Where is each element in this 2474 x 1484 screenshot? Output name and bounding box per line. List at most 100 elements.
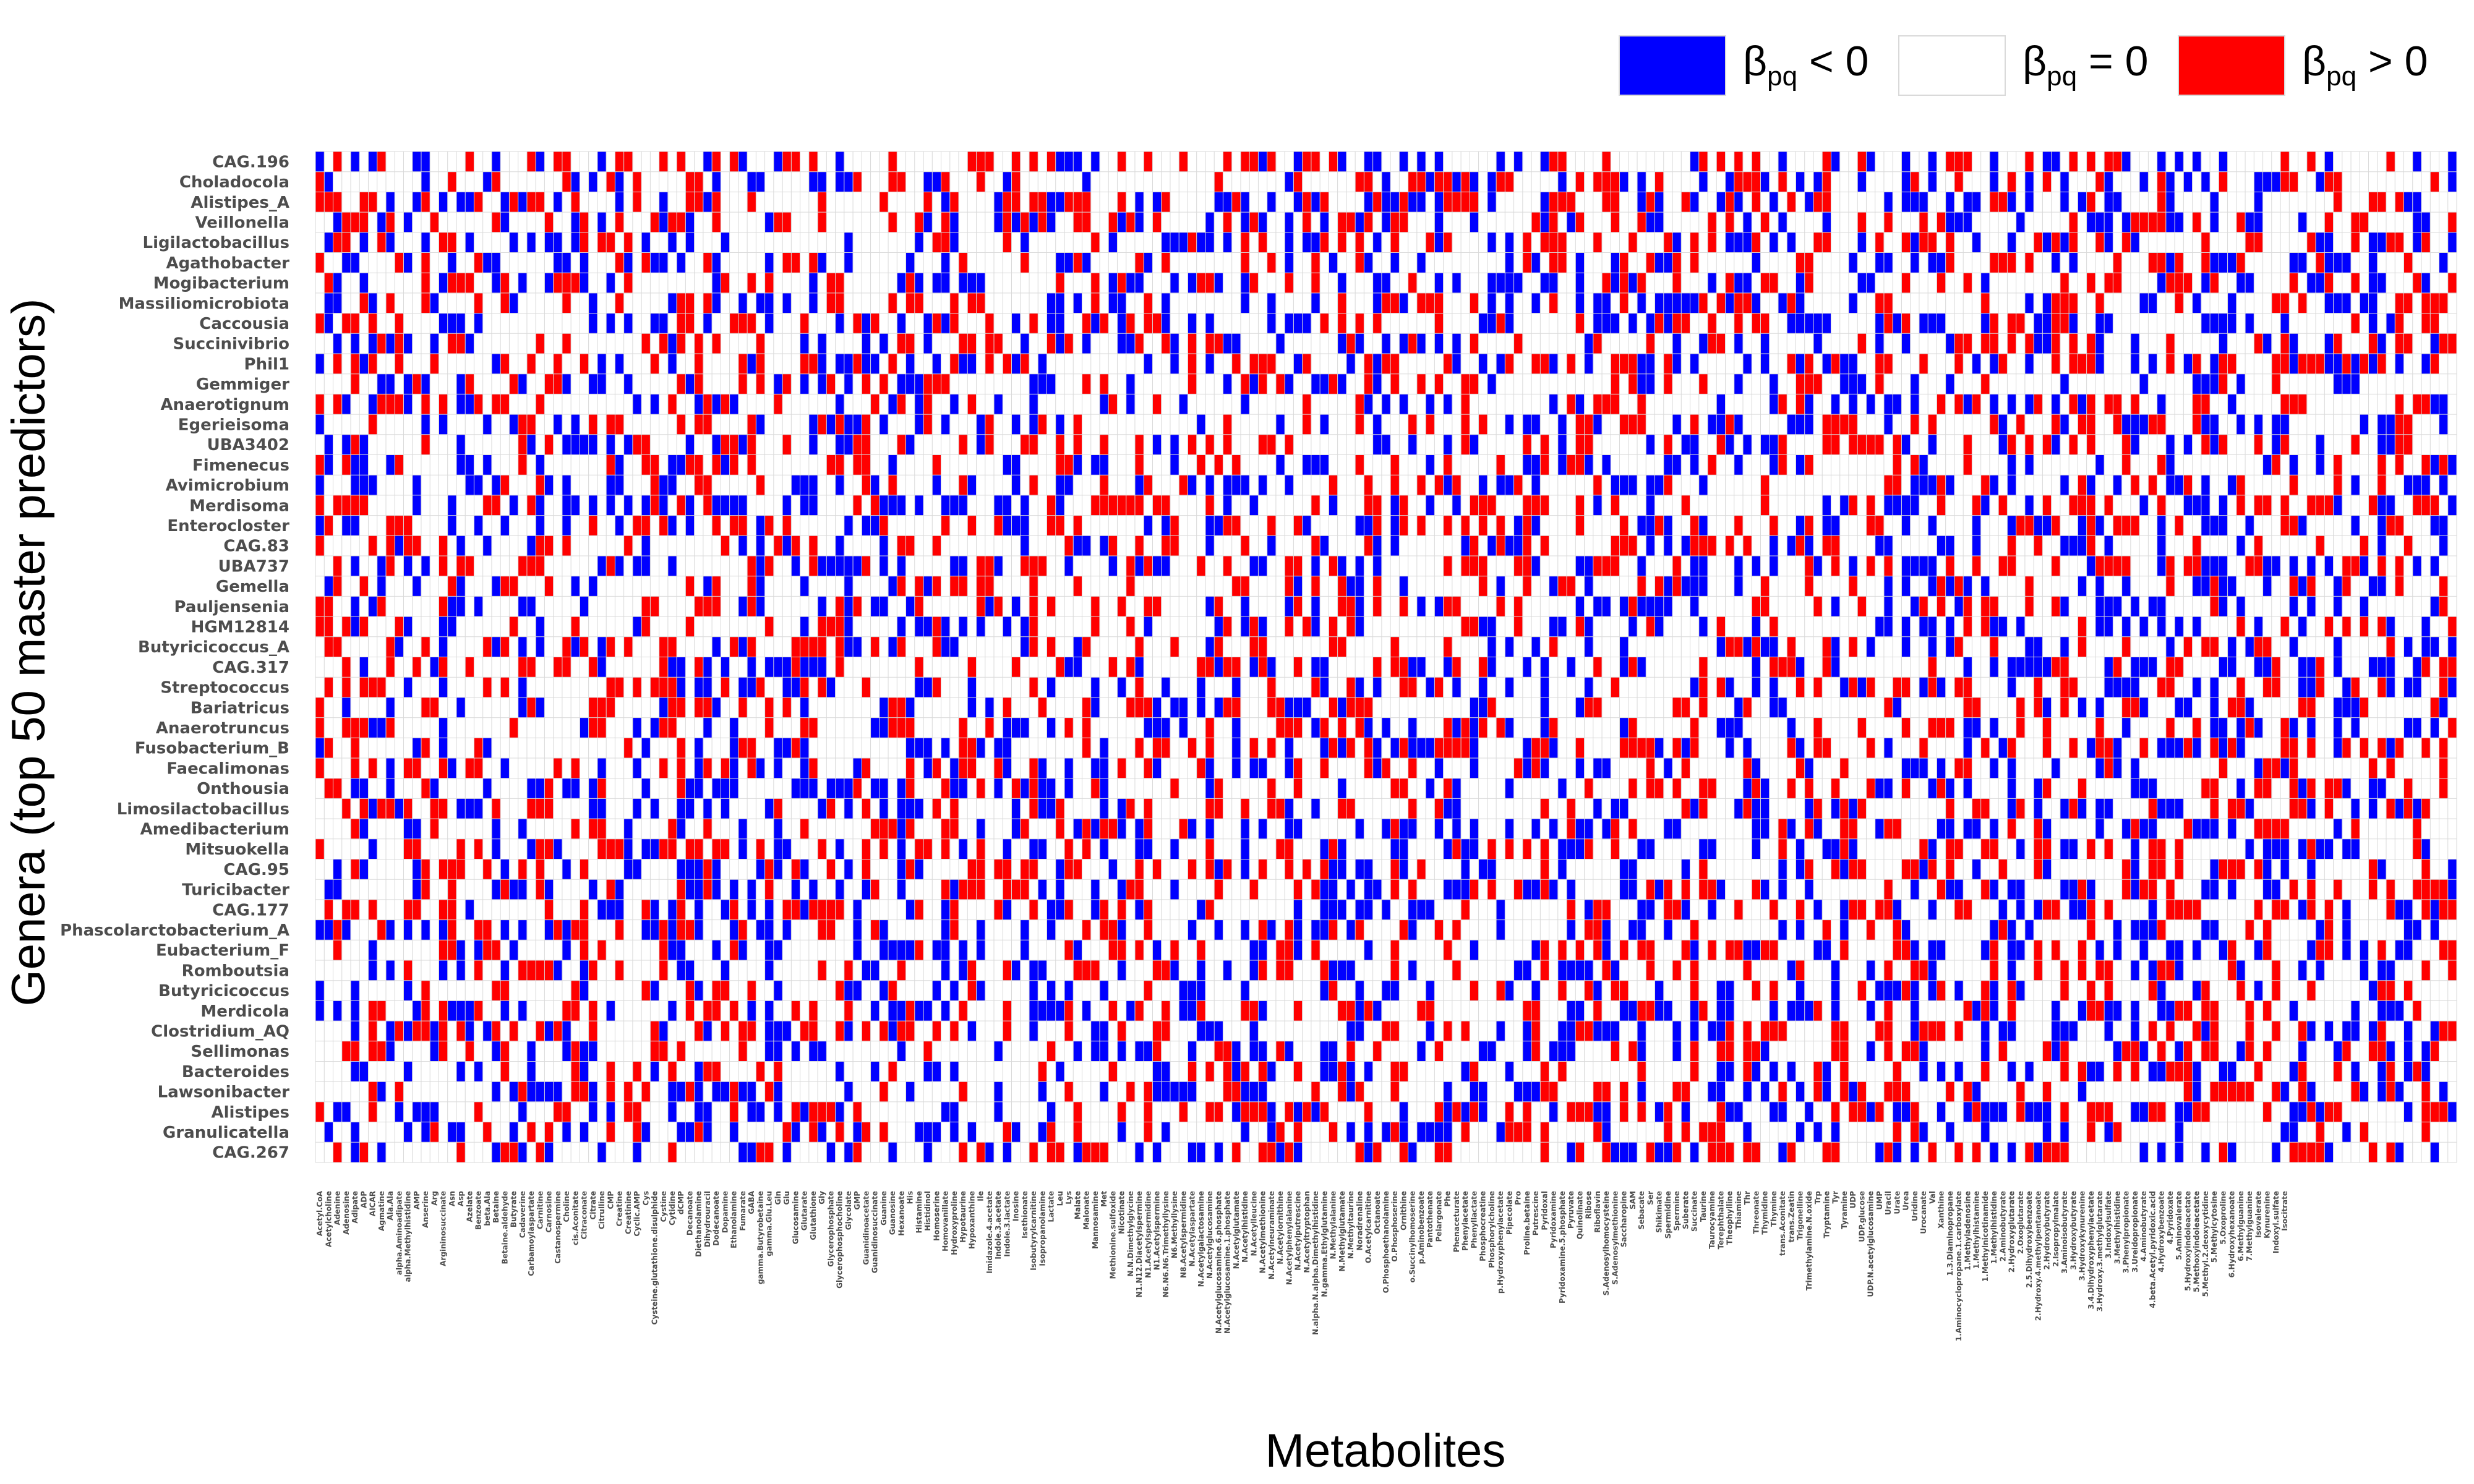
heatmap-cell xyxy=(1796,535,1805,556)
heatmap-cell xyxy=(2439,1081,2449,1102)
heatmap-cell xyxy=(2165,273,2175,294)
heatmap-cell xyxy=(1937,495,1946,516)
heatmap-cell xyxy=(1540,838,1549,859)
heatmap-cell xyxy=(2421,1101,2431,1122)
heatmap-cell xyxy=(2007,313,2016,334)
heatmap-cell xyxy=(403,677,413,698)
heatmap-cell xyxy=(1963,657,1972,678)
heatmap-cell xyxy=(2024,919,2034,940)
heatmap-cell xyxy=(967,333,977,354)
heatmap-cell xyxy=(1619,414,1629,435)
heatmap-cell xyxy=(853,596,862,617)
heatmap-cell xyxy=(1611,252,1620,273)
heatmap-cell xyxy=(1293,192,1303,213)
heatmap-cell xyxy=(782,738,792,759)
heatmap-cell xyxy=(1998,899,2008,920)
heatmap-cell xyxy=(350,819,360,840)
heatmap-cell xyxy=(2165,434,2175,455)
heatmap-cell xyxy=(1796,738,1805,759)
heatmap-cell xyxy=(2254,212,2263,233)
heatmap-cell xyxy=(1919,192,1928,213)
heatmap-cell xyxy=(1470,717,1479,738)
heatmap-cell xyxy=(1989,940,1999,961)
heatmap-cell xyxy=(1126,657,1136,678)
heatmap-cell xyxy=(2219,354,2228,374)
heatmap-cell xyxy=(1170,636,1179,657)
heatmap-cell xyxy=(808,354,818,374)
heatmap-cell xyxy=(2403,778,2413,799)
heatmap-cell xyxy=(712,879,721,900)
heatmap-cell xyxy=(1690,980,1700,1001)
heatmap-cell xyxy=(1663,879,1673,900)
heatmap-cell xyxy=(509,232,518,253)
heatmap-cell xyxy=(870,919,880,940)
heatmap-cell xyxy=(959,1142,968,1163)
heatmap-cell xyxy=(1011,1122,1021,1143)
heatmap-cell xyxy=(1540,212,1549,233)
heatmap-cell xyxy=(2219,495,2228,516)
heatmap-cell xyxy=(500,919,510,940)
heatmap-cell xyxy=(826,1142,836,1163)
heatmap-cell xyxy=(1866,636,1876,657)
heatmap-cell xyxy=(1928,475,1937,496)
heatmap-cell xyxy=(1901,192,1911,213)
heatmap-cell xyxy=(738,919,748,940)
heatmap-cell xyxy=(2210,192,2219,213)
heatmap-cell xyxy=(2121,515,2131,536)
heatmap-cell xyxy=(2175,738,2184,759)
heatmap-cell xyxy=(1275,960,1285,981)
heatmap-cell xyxy=(1258,434,1267,455)
heatmap-cell xyxy=(1549,717,1559,738)
heatmap-cell xyxy=(1954,838,1964,859)
heatmap-cell xyxy=(2069,838,2078,859)
heatmap-cell xyxy=(747,596,756,617)
heatmap-cell xyxy=(2042,151,2052,172)
heatmap-cell xyxy=(808,636,818,657)
heatmap-cell xyxy=(932,576,941,597)
heatmap-cell xyxy=(923,838,933,859)
heatmap-cell xyxy=(1980,1000,1990,1021)
heatmap-cell xyxy=(2403,980,2413,1001)
heatmap-cell xyxy=(385,394,395,415)
heatmap-cell xyxy=(2042,515,2052,536)
heatmap-cell xyxy=(2254,980,2263,1001)
heatmap-cell xyxy=(1822,1081,1831,1102)
heatmap-cell xyxy=(1549,273,1559,294)
heatmap-cell xyxy=(1258,819,1267,840)
heatmap-cell xyxy=(1963,1000,1972,1021)
heatmap-cell xyxy=(623,636,633,657)
heatmap-cell xyxy=(1003,212,1012,233)
heatmap-cell xyxy=(2078,475,2087,496)
heatmap-cell xyxy=(1804,1000,1814,1021)
heatmap-cell xyxy=(2060,535,2070,556)
heatmap-cell xyxy=(1372,373,1382,394)
heatmap-cell xyxy=(1901,171,1911,192)
heatmap-cell xyxy=(368,1041,378,1062)
heatmap-cell xyxy=(2034,798,2043,819)
heatmap-cell xyxy=(994,859,1003,880)
heatmap-cell xyxy=(1399,292,1408,313)
heatmap-cell xyxy=(1654,778,1664,799)
legend-swatch xyxy=(2178,35,2285,96)
heatmap-cell xyxy=(1690,1021,1700,1042)
heatmap-cell xyxy=(2060,414,2070,435)
heatmap-cell xyxy=(1646,838,1655,859)
heatmap-cell xyxy=(1919,475,1928,496)
heatmap-cell xyxy=(712,192,721,213)
heatmap-cell xyxy=(2104,394,2113,415)
heatmap-cell xyxy=(879,535,889,556)
heatmap-cell xyxy=(888,940,897,961)
heatmap-cell xyxy=(1690,677,1700,698)
heatmap-cell xyxy=(870,313,880,334)
heatmap-cell xyxy=(1796,1081,1805,1102)
heatmap-cell xyxy=(1258,354,1267,374)
heatmap-cell xyxy=(1020,515,1030,536)
heatmap-cell xyxy=(1690,292,1700,313)
heatmap-cell xyxy=(2051,515,2061,536)
heatmap-cell xyxy=(2351,1061,2360,1082)
heatmap-cell xyxy=(1831,1041,1841,1062)
heatmap-cell xyxy=(1461,838,1470,859)
heatmap-cell xyxy=(2262,495,2272,516)
heatmap-cell xyxy=(2121,677,2131,698)
heatmap-cell xyxy=(1567,798,1576,819)
